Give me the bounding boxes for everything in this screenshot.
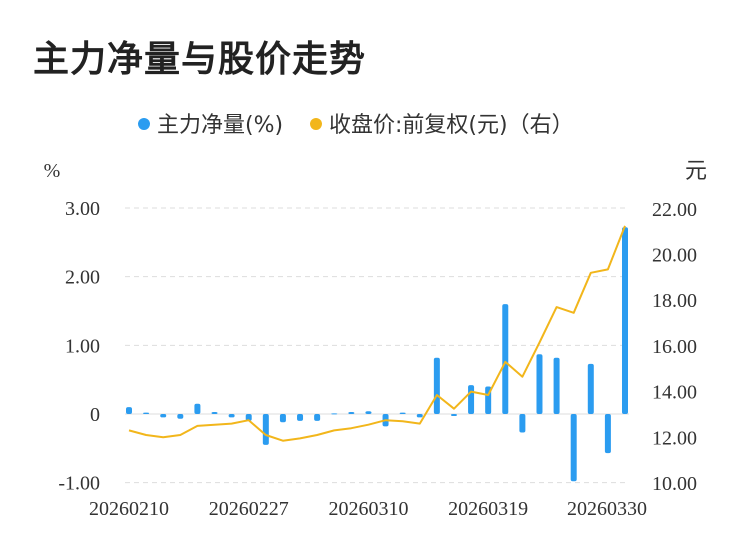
bar <box>279 414 286 423</box>
bar-series <box>126 227 628 482</box>
left-axis-unit: % <box>44 160 61 182</box>
right-axis-unit: 元 <box>685 159 707 184</box>
bar <box>348 411 355 414</box>
line-series <box>128 225 626 442</box>
page-title: 主力净量与股价走势 <box>33 39 367 80</box>
axis-units: % 元 <box>44 159 707 184</box>
bar <box>553 357 560 414</box>
bar <box>262 414 269 445</box>
right-tick-label: 16.00 <box>652 336 697 358</box>
bar <box>519 414 526 433</box>
bar <box>433 357 440 414</box>
legend-label-bar: 主力净量(%) <box>157 113 283 138</box>
x-tick-label: 20260227 <box>209 498 289 520</box>
right-axis-ticks: 10.00 12.00 14.00 16.00 18.00 20.00 22.00 <box>652 199 697 495</box>
left-tick-label: 3.00 <box>65 198 100 220</box>
x-tick-label: 20260330 <box>567 498 647 520</box>
right-tick-label: 18.00 <box>652 290 697 312</box>
bar <box>194 403 201 414</box>
x-tick-label: 20260210 <box>89 498 169 520</box>
legend-label-line: 收盘价:前复权(元)（右） <box>329 113 574 138</box>
right-tick-label: 12.00 <box>652 427 697 449</box>
bar <box>570 414 577 482</box>
bar <box>245 414 252 421</box>
bar <box>177 414 184 419</box>
left-tick-label: 1.00 <box>65 335 100 357</box>
bar <box>314 414 321 421</box>
left-tick-label: 2.00 <box>65 267 100 289</box>
legend-marker-bar <box>138 118 150 130</box>
x-axis-ticks: 20260210 20260227 20260310 20260319 20260330 <box>89 498 647 520</box>
right-tick-label: 20.00 <box>652 245 697 267</box>
price-line <box>128 225 626 442</box>
left-axis-ticks: -1.00 0 1.00 2.00 3.00 <box>58 198 100 495</box>
bar <box>365 411 372 414</box>
bar <box>604 414 611 454</box>
bar <box>143 412 150 414</box>
bar <box>536 354 543 414</box>
bar <box>331 413 338 415</box>
bar <box>587 363 594 414</box>
bar <box>297 414 304 421</box>
bar <box>126 407 132 414</box>
gridlines <box>125 207 629 484</box>
bar <box>450 414 457 417</box>
bar <box>416 414 423 418</box>
right-tick-label: 14.00 <box>652 382 697 404</box>
bar <box>468 385 475 414</box>
right-tick-label: 22.00 <box>652 199 697 221</box>
left-tick-label: 0 <box>90 404 100 426</box>
bar <box>160 414 167 418</box>
bar <box>399 412 406 414</box>
bar <box>211 411 218 414</box>
x-tick-label: 20260319 <box>448 498 528 520</box>
x-tick-label: 20260310 <box>328 498 408 520</box>
right-tick-label: 10.00 <box>652 473 697 495</box>
bar <box>622 227 628 414</box>
bar <box>228 414 235 418</box>
legend-marker-line <box>310 118 322 130</box>
left-tick-label: -1.00 <box>58 473 100 495</box>
legend: 主力净量(%) 收盘价:前复权(元)（右） <box>138 113 574 138</box>
bar <box>502 304 509 414</box>
